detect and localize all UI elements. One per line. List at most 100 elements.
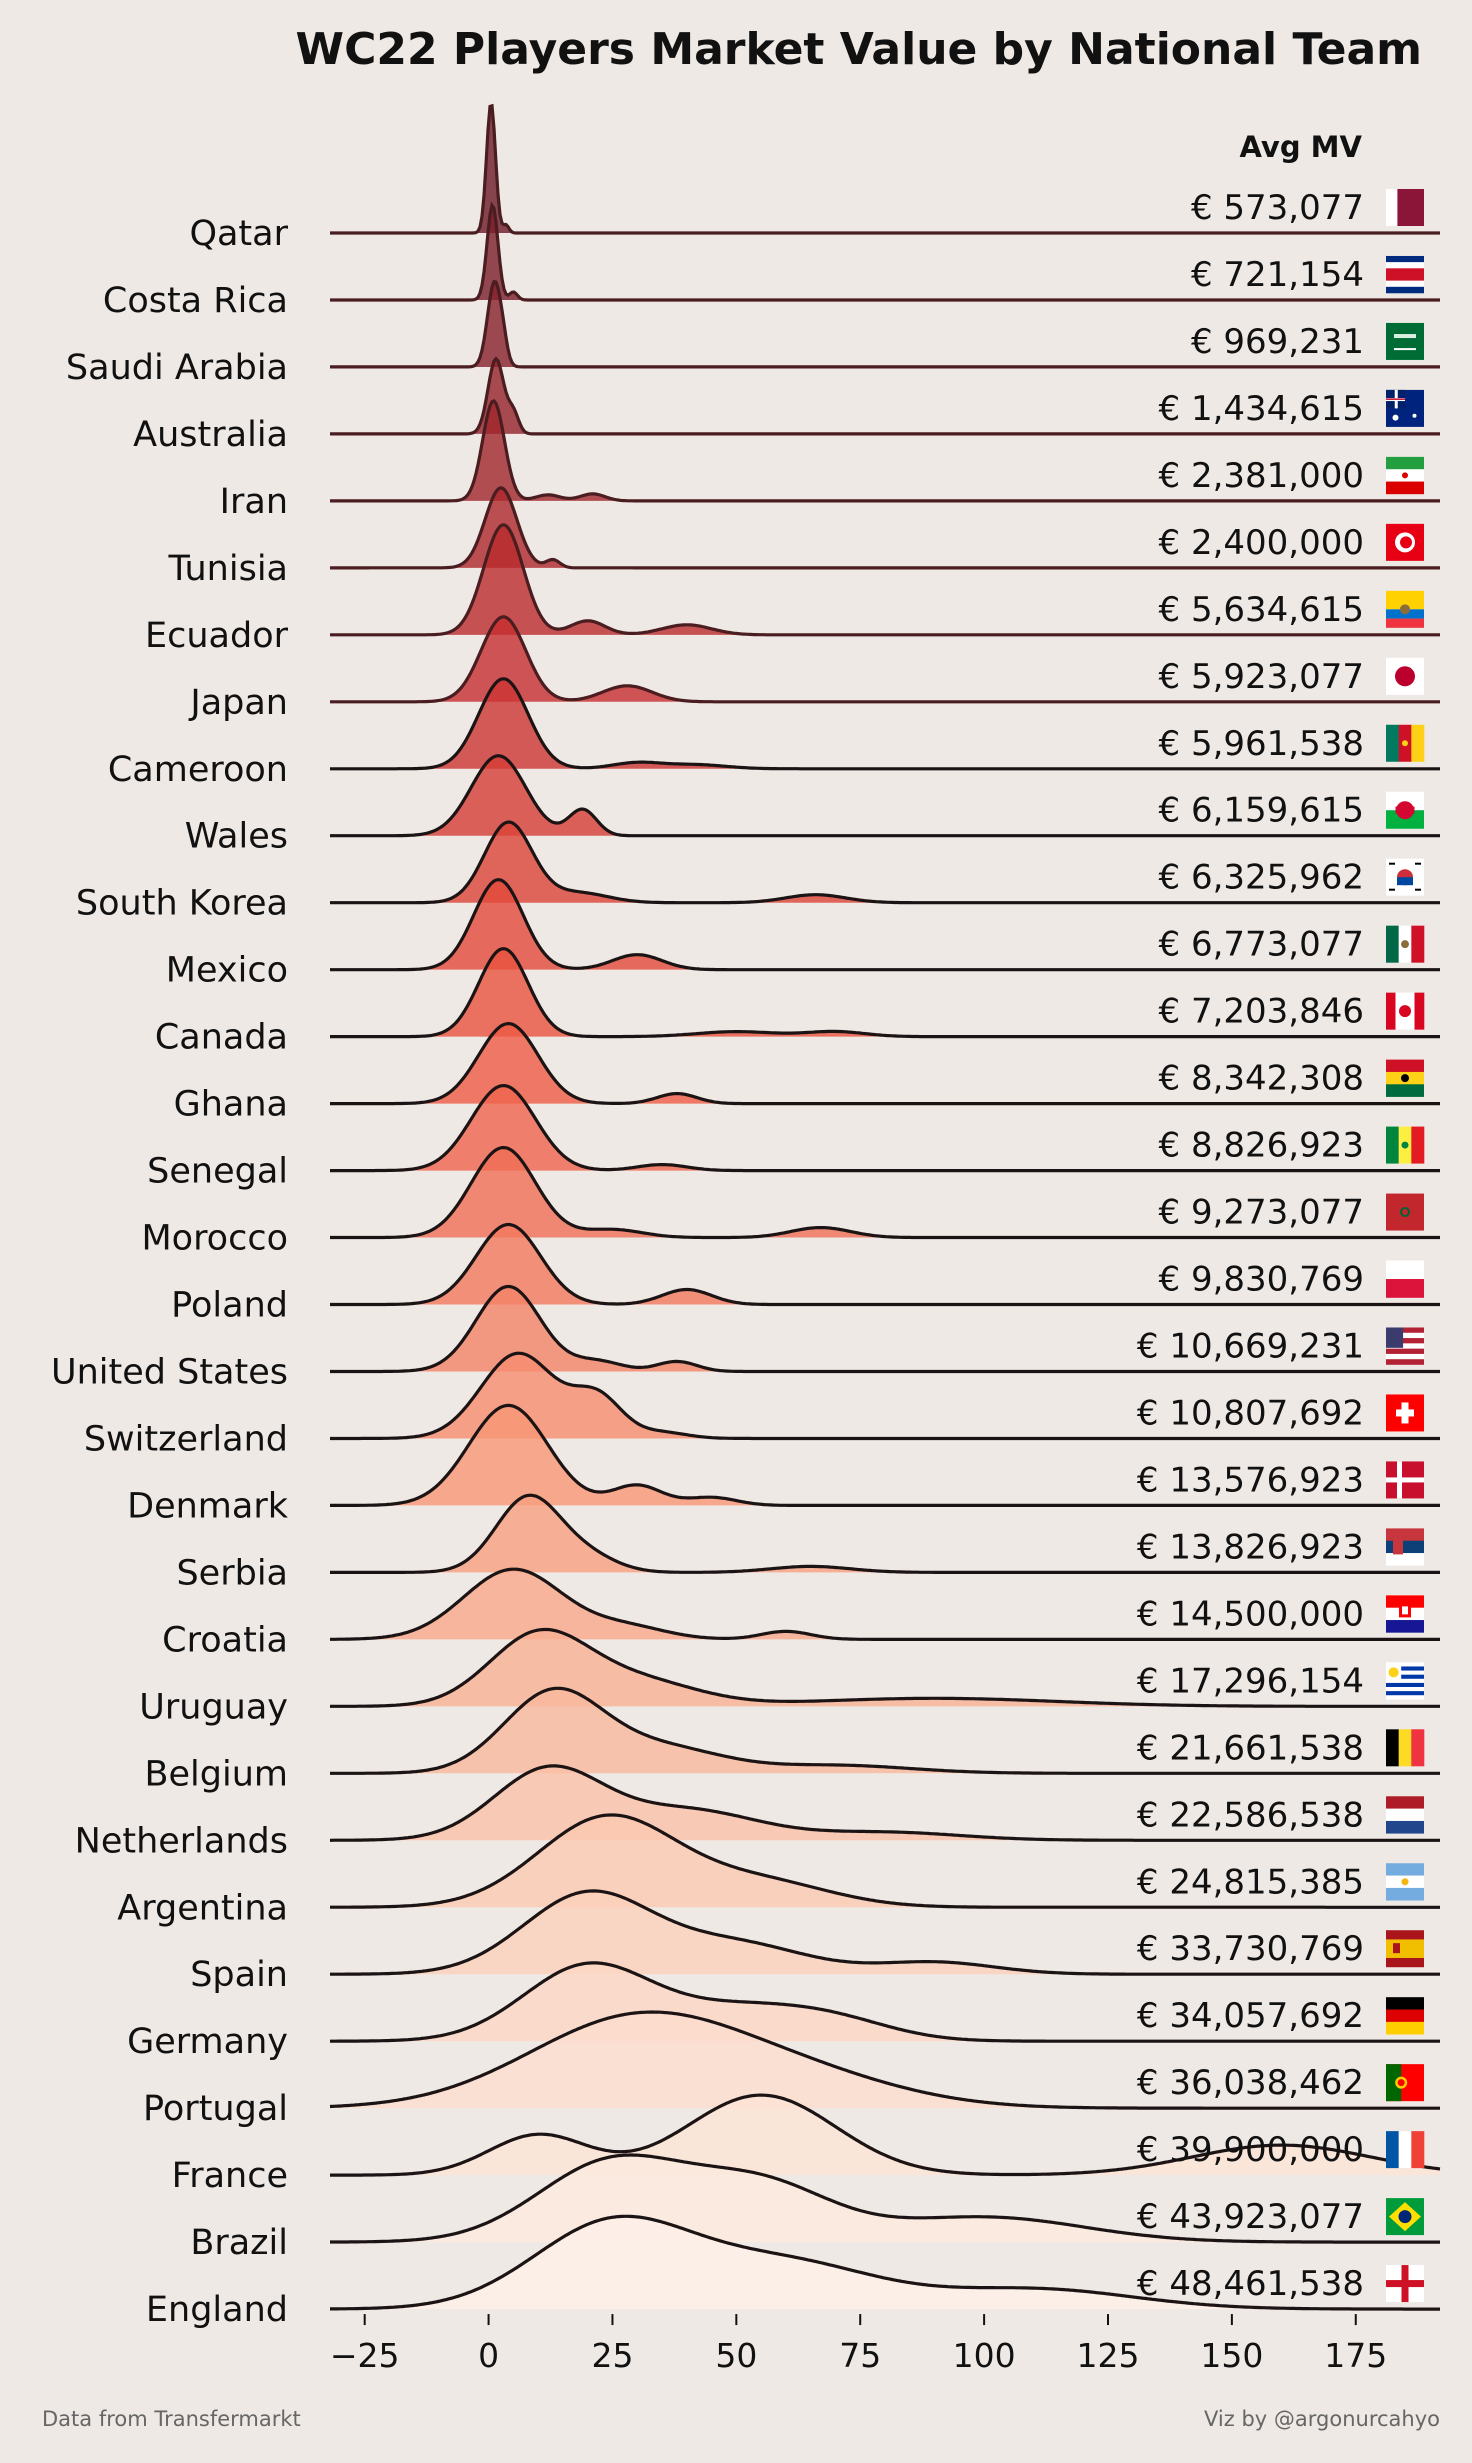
ridge-line-united-states [330,1284,1440,1374]
avg-mv-labels: € 573,077 € 721,154 € 969,231 € 1,434,615 € … [1137,188,1364,2304]
country-label-tunisia: Tunisia [167,549,288,589]
avg-mv-argentina: € 24,815,385 [1137,1862,1364,1902]
avg-mv-ecuador: € 5,634,615 [1159,590,1364,630]
ridge-ecuador [330,523,1440,637]
avg-mv-brazil: € 43,923,077 [1137,2197,1364,2237]
wales-flag [1386,791,1424,829]
ridge-line-poland [330,1222,1440,1307]
country-label-japan: Japan [188,683,288,723]
ridge-line-croatia [330,1567,1440,1641]
ridge-area-uruguay [330,1629,1440,1707]
ridge-line-germany [330,1961,1440,2043]
ridge-line-mexico [330,878,1440,972]
ridge-area-morocco [330,1147,1440,1238]
ridge-belgium [330,1686,1440,1775]
ridge-poland [330,1222,1440,1307]
ridge-line-serbia [330,1493,1440,1574]
ridge-south-korea [330,820,1440,905]
spain-flag [1386,1930,1424,1968]
belgium-flag [1386,1729,1425,1767]
ridge-australia [330,356,1440,436]
avg-mv-switzerland: € 10,807,692 [1137,1393,1364,1433]
x-tick-label-5: 100 [953,2336,1016,2375]
ridge-area-portugal [330,2012,1440,2109]
country-label-australia: Australia [133,415,288,455]
germany-flag [1386,1997,1424,2035]
japan-flag [1386,657,1424,695]
ridge-france [330,2093,1441,2177]
avg-mv-denmark: € 13,576,923 [1137,1460,1364,1500]
avg-mv-cameroon: € 5,961,538 [1159,724,1364,764]
x-tick-label-7: 150 [1200,2336,1263,2375]
saudi-arabia-flag [1386,322,1424,360]
country-label-ecuador: Ecuador [145,616,289,656]
country-label-argentina: Argentina [117,1888,288,1928]
ridge-layers [329,103,1441,2311]
ridge-tunisia [330,486,1440,570]
ridge-line-england [330,2214,1440,2311]
country-label-uruguay: Uruguay [139,1687,288,1727]
portugal-flag [1386,2064,1424,2102]
country-label-belgium: Belgium [145,1754,289,1794]
country-label-england: England [146,2290,288,2330]
country-label-serbia: Serbia [176,1553,288,1593]
avg-mv-senegal: € 8,826,923 [1159,1126,1364,1166]
ridge-line-morocco [330,1146,1440,1240]
avg-mv-iran: € 2,381,000 [1159,456,1364,496]
x-tick-label-1: 0 [478,2336,499,2375]
ridge-line-canada [330,947,1440,1039]
uruguay-flag [1386,1662,1424,1700]
x-tick-label-0: −25 [330,2336,400,2375]
country-label-south-korea: South Korea [76,884,288,924]
country-label-spain: Spain [190,1955,288,1995]
ridge-cameroon [330,677,1440,771]
country-label-france: France [172,2156,288,2196]
ecuador-flag [1386,590,1424,628]
ridge-line-wales [330,754,1440,838]
avg-mv-mexico: € 6,773,077 [1159,925,1364,965]
poland-flag [1386,1260,1424,1298]
country-label-senegal: Senegal [147,1152,288,1192]
ridge-line-belgium [330,1686,1440,1775]
ridge-iran [330,399,1440,503]
ridge-line-costa-rica [330,201,1440,302]
source-note: Data from Transfermarkt [42,2407,301,2431]
x-axis: −25 0 25 50 75 100 125 150 175 [330,2314,1387,2375]
ridge-england [330,2214,1440,2311]
ridge-line-ecuador [330,523,1440,637]
england-flag [1386,2265,1424,2303]
ridge-line-brazil [330,2153,1440,2244]
country-label-denmark: Denmark [127,1486,289,1526]
ridge-argentina [330,1813,1440,1909]
ridge-line-switzerland [330,1351,1440,1441]
ridge-area-switzerland [330,1353,1440,1439]
avg-mv-tunisia: € 2,400,000 [1159,523,1364,563]
avg-mv-column-header: Avg MV [1240,130,1363,164]
ridge-line-tunisia [330,486,1440,570]
country-label-morocco: Morocco [141,1219,288,1259]
ridge-area-croatia [330,1569,1440,1640]
ridge-area-senegal [330,1085,1440,1171]
ridge-qatar [330,103,1440,235]
country-label-netherlands: Netherlands [75,1821,288,1861]
avg-mv-germany: € 34,057,692 [1137,1996,1364,2036]
switzerland-flag [1386,1394,1424,1432]
ridge-area-serbia [330,1495,1440,1573]
ridge-line-qatar [330,103,1440,235]
x-tick-label-6: 125 [1076,2336,1139,2375]
country-label-brazil: Brazil [190,2223,288,2263]
country-label-portugal: Portugal [143,2089,288,2129]
ridge-line-iran [330,399,1440,503]
avg-mv-portugal: € 36,038,462 [1137,2063,1364,2103]
x-tick-label-8: 175 [1324,2336,1387,2375]
chart-title: WC22 Players Market Value by National Te… [296,24,1422,75]
avg-mv-france: € 39,900,000 [1137,2130,1364,2170]
country-label-germany: Germany [127,2022,288,2062]
croatia-flag [1386,1595,1424,1633]
ridge-line-spain [330,1889,1440,1976]
ridge-mexico [330,878,1440,972]
avg-mv-uruguay: € 17,296,154 [1137,1661,1364,1701]
australia-flag [1386,389,1424,427]
